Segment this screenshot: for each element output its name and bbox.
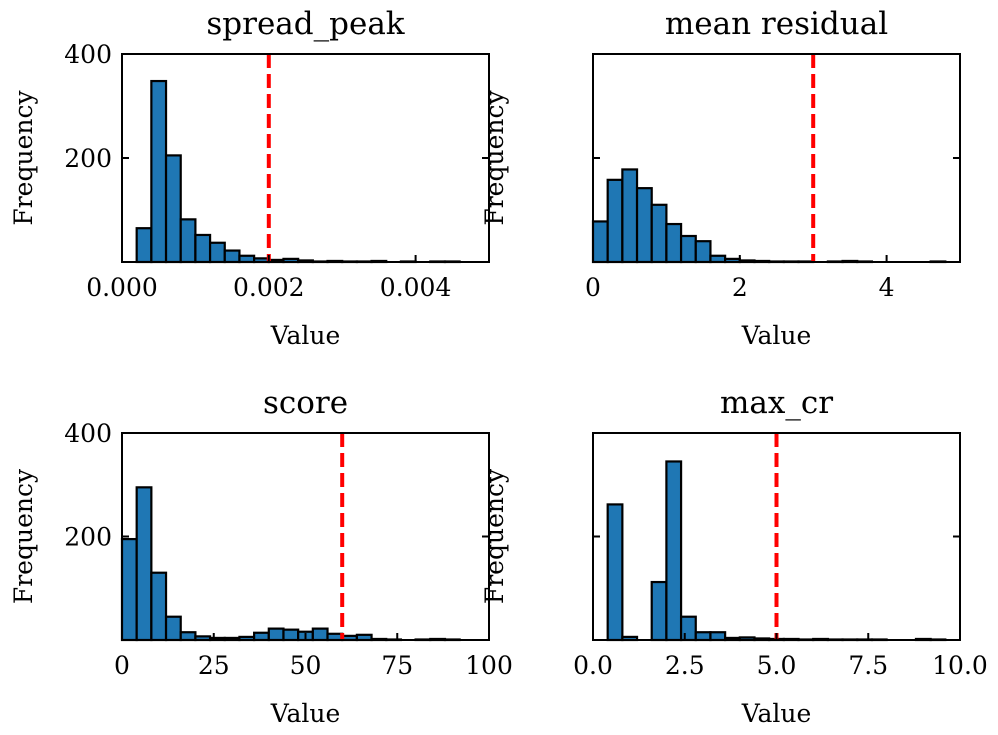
subplot-score: score 0 25 50 75 100 200 400 Value Frequency — [9, 385, 513, 728]
subplot-max-cr: max_cr 0.0 2.5 5.0 7.5 10.0 Value Frequency — [480, 385, 988, 728]
histogram-bar — [679, 615, 697, 642]
histogram-bar — [150, 571, 168, 642]
histogram-bar — [194, 233, 212, 264]
x-tick-label: 0 — [585, 273, 601, 302]
x-tick-label: 25 — [198, 651, 230, 680]
histogram-bar — [208, 241, 226, 264]
x-axis-label: Value — [741, 321, 812, 350]
chart-title: spread_peak — [206, 6, 404, 42]
histogram-bar — [311, 627, 329, 642]
x-tick-label: 100 — [465, 651, 513, 680]
x-axis-label: Value — [270, 321, 341, 350]
y-tick-label: 200 — [64, 144, 112, 173]
x-axis-label: Value — [270, 699, 341, 728]
x-tick-label: 0.000 — [86, 273, 158, 302]
x-tick-label: 0.0 — [573, 651, 613, 680]
x-tick-label: 2.5 — [665, 651, 705, 680]
histogram-bar — [679, 234, 697, 264]
histogram-bar — [150, 79, 168, 264]
histogram-bar — [253, 631, 270, 642]
x-tick-label: 50 — [290, 651, 322, 680]
x-tick-label: 5.0 — [757, 651, 797, 680]
histogram-bar — [665, 222, 683, 264]
y-axis-label: Frequency — [9, 90, 38, 226]
histogram-bar — [606, 503, 624, 642]
histogram-bar — [635, 187, 653, 264]
y-tick-label: 400 — [64, 40, 112, 69]
x-axis-label: Value — [741, 699, 812, 728]
histogram-bar — [164, 615, 182, 642]
histogram-bar — [135, 486, 153, 642]
histogram-bar — [621, 168, 639, 264]
subplot-spread-peak: spread_peak 0.000 0.002 0.004 200 400 Value Fre… — [9, 6, 490, 350]
histogram-bar — [223, 249, 241, 264]
y-axis-label: Frequency — [480, 468, 509, 604]
histogram-bar — [694, 631, 712, 642]
histogram-bar — [709, 631, 727, 642]
y-axis-label: Frequency — [480, 90, 509, 226]
histogram-bar — [650, 580, 668, 642]
x-tick-label: 10.0 — [932, 651, 988, 680]
histogram-bar — [164, 154, 182, 264]
histogram-bar — [591, 220, 609, 264]
x-tick-label: 0.002 — [233, 273, 305, 302]
chart-title: mean residual — [665, 6, 888, 42]
histogram-bar — [650, 203, 668, 264]
histogram-bar — [135, 227, 153, 264]
chart-title: score — [263, 385, 348, 421]
chart-title: max_cr — [720, 385, 833, 421]
y-tick-label: 400 — [64, 419, 112, 448]
histogram-bar — [120, 537, 138, 642]
x-tick-label: 75 — [381, 651, 413, 680]
histogram-bar — [282, 628, 300, 642]
histogram-bar — [606, 178, 624, 264]
axes-frame — [121, 432, 490, 641]
y-tick-label: 200 — [64, 523, 112, 552]
subplot-mean-residual: mean residual 0 2 4 Value Frequency — [480, 6, 961, 350]
histogram-bar — [694, 240, 712, 264]
histogram-bar — [665, 460, 683, 642]
y-axis-label: Frequency — [9, 468, 38, 604]
x-tick-label: 2 — [732, 273, 748, 302]
x-tick-label: 4 — [879, 273, 895, 302]
histogram-bar — [179, 218, 197, 264]
histogram-bar — [267, 627, 285, 642]
histogram-bar — [179, 631, 197, 642]
x-tick-label: 7.5 — [848, 651, 888, 680]
x-tick-label: 0 — [114, 651, 130, 680]
x-tick-label: 0.004 — [380, 273, 452, 302]
